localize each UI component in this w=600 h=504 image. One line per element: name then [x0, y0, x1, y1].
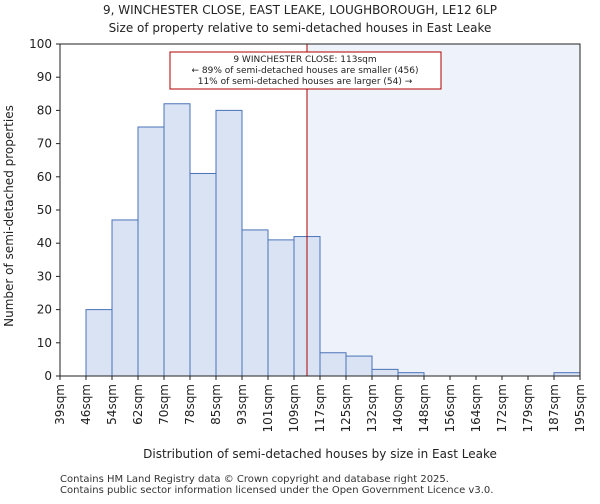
y-tick-label: 0	[44, 369, 52, 383]
x-tick-label: 54sqm	[105, 384, 119, 425]
histogram-bar	[189, 172, 217, 377]
footer-line-1: Contains HM Land Registry data © Crown c…	[60, 474, 449, 485]
larger-region-shade	[307, 44, 580, 376]
x-tick-label: 164sqm	[469, 384, 483, 432]
histogram-bar	[241, 229, 269, 377]
histogram-bar	[345, 355, 373, 377]
x-tick-label: 85sqm	[209, 384, 223, 425]
annotation-line-2: ← 89% of semi-detached houses are smalle…	[192, 66, 419, 76]
chart-title-line2: Size of property relative to semi-detach…	[109, 21, 492, 35]
x-tick-label: 195sqm	[573, 384, 587, 432]
y-axis-label: Number of semi-detached properties	[2, 105, 16, 327]
x-tick-label: 187sqm	[547, 384, 561, 432]
x-tick-label: 117sqm	[313, 384, 327, 432]
histogram-bar	[319, 352, 347, 377]
x-tick-label: 132sqm	[365, 384, 379, 432]
x-tick-label: 46sqm	[79, 384, 93, 425]
y-tick-label: 50	[37, 203, 52, 217]
x-tick-label: 39sqm	[53, 384, 67, 425]
x-tick-label: 101sqm	[261, 384, 275, 432]
footer-line-2: Contains public sector information licen…	[60, 485, 494, 496]
histogram-bar	[371, 368, 399, 377]
x-tick-label: 172sqm	[495, 384, 509, 432]
x-tick-label: 109sqm	[287, 384, 301, 432]
annotation-line-1: 9 WINCHESTER CLOSE: 113sqm	[233, 55, 376, 65]
histogram-bar	[267, 239, 295, 377]
y-tick-label: 20	[37, 303, 52, 317]
histogram-bar	[163, 103, 191, 377]
y-tick-label: 70	[37, 137, 52, 151]
x-tick-label: 148sqm	[417, 384, 431, 432]
y-tick-label: 90	[37, 70, 52, 84]
y-tick-label: 100	[29, 37, 52, 51]
y-tick-label: 60	[37, 170, 52, 184]
histogram-bar	[215, 109, 243, 377]
annotation-line-3: 11% of semi-detached houses are larger (…	[198, 77, 413, 87]
y-tick-label: 40	[37, 236, 52, 250]
chart-title-line1: 9, WINCHESTER CLOSE, EAST LEAKE, LOUGHBO…	[103, 3, 497, 17]
histogram-bar	[137, 126, 165, 377]
x-tick-label: 93sqm	[235, 384, 249, 425]
y-tick-label: 30	[37, 269, 52, 283]
y-tick-label: 10	[37, 336, 52, 350]
y-tick-label: 80	[37, 103, 52, 117]
x-tick-label: 179sqm	[521, 384, 535, 432]
x-tick-label: 125sqm	[339, 384, 353, 432]
x-tick-label: 140sqm	[391, 384, 405, 432]
annotation-box: 9 WINCHESTER CLOSE: 113sqm ← 89% of semi…	[169, 51, 442, 90]
x-axis-label: Distribution of semi-detached houses by …	[143, 447, 497, 461]
histogram-bar	[111, 219, 139, 377]
histogram-bar	[85, 309, 113, 377]
x-tick-label: 70sqm	[157, 384, 171, 425]
x-tick-label: 62sqm	[131, 384, 145, 425]
x-tick-label: 156sqm	[443, 384, 457, 432]
x-tick-label: 78sqm	[183, 384, 197, 425]
